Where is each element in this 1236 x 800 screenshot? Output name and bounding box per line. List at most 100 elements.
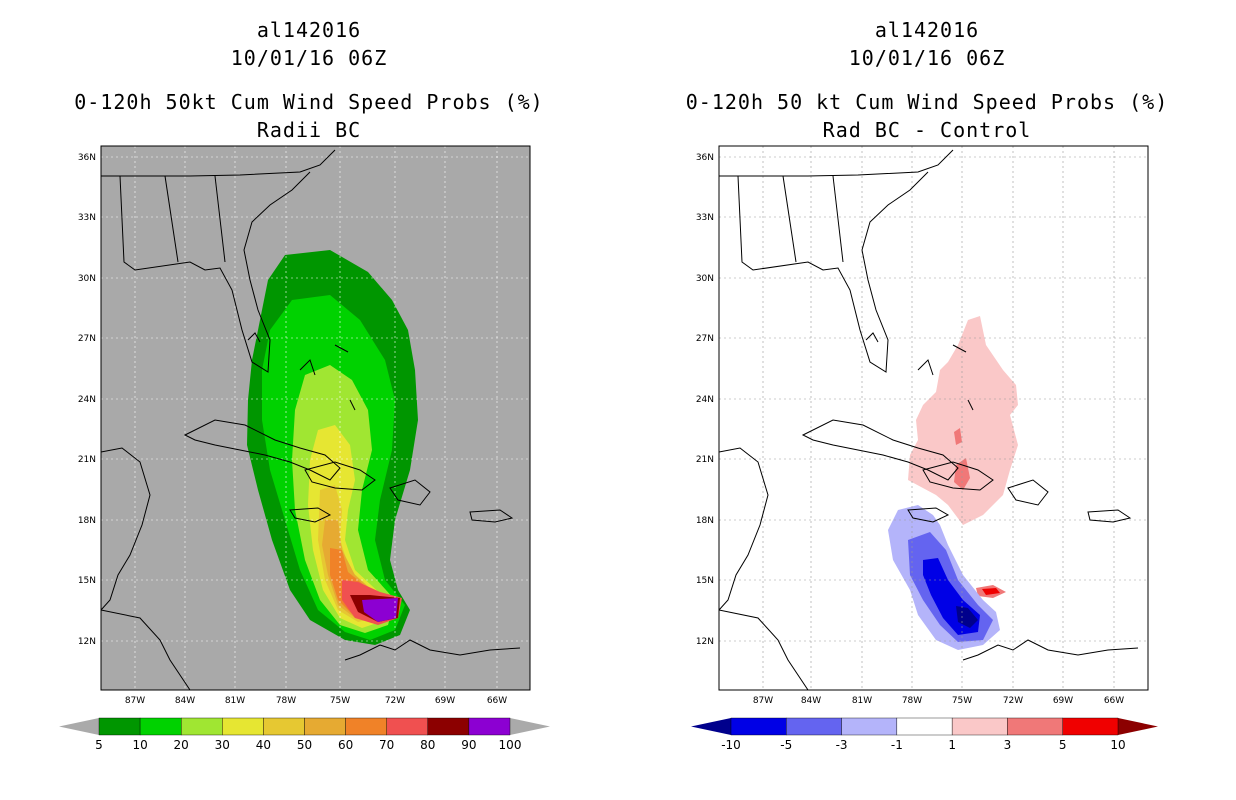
left-lon-labels: 87W 84W 81W 78W 75W 72W 69W 66W bbox=[125, 696, 507, 706]
colorbar-swatch bbox=[263, 717, 305, 736]
lat-label: 21N bbox=[696, 455, 714, 465]
lat-label: 33N bbox=[696, 213, 714, 223]
left-storm-id: al142016 bbox=[256, 18, 362, 42]
prob-90-contour bbox=[362, 598, 398, 622]
right-datetime: 10/01/16 06Z bbox=[848, 46, 1006, 70]
colorbar-swatch bbox=[468, 717, 511, 736]
left-coastlines bbox=[101, 149, 521, 690]
colorbar-label: 90 bbox=[461, 738, 476, 752]
lon-label: 84W bbox=[175, 696, 195, 706]
left-product-title: 0-120h 50kt Cum Wind Speed Probs (%) bbox=[74, 90, 544, 114]
colorbar-label: 3 bbox=[1004, 738, 1012, 752]
colorbar-swatch bbox=[180, 717, 223, 736]
colorbar-label: 80 bbox=[420, 738, 435, 752]
colorbar-swatch bbox=[98, 717, 141, 736]
colorbar-label: 5 bbox=[1059, 738, 1067, 752]
colorbar-label: -5 bbox=[780, 738, 792, 752]
lat-label: 33N bbox=[78, 213, 96, 223]
colorbar-label: 1 bbox=[948, 738, 956, 752]
lat-label: 12N bbox=[78, 637, 96, 647]
right-storm-id: al142016 bbox=[874, 18, 980, 42]
lat-label: 18N bbox=[78, 516, 96, 526]
colorbar-label: -3 bbox=[836, 738, 848, 752]
colorbar-swatch bbox=[730, 717, 787, 736]
colorbar-swatch bbox=[386, 717, 429, 736]
lon-label: 75W bbox=[330, 696, 350, 706]
colorbar-swatch bbox=[1007, 717, 1063, 736]
diff-plus5-region bbox=[982, 588, 1000, 595]
colorbar-swatch bbox=[1062, 717, 1119, 736]
colorbar-under-arrow bbox=[59, 718, 99, 735]
lon-label: 78W bbox=[902, 696, 922, 706]
right-panel: al142016 10/01/16 06Z 0-120h 50 kt Cum W… bbox=[618, 0, 1236, 800]
lat-label: 18N bbox=[696, 516, 714, 526]
left-panel: al142016 10/01/16 06Z 0-120h 50kt Cum Wi… bbox=[59, 18, 550, 752]
lat-label: 30N bbox=[696, 274, 714, 284]
lat-label: 30N bbox=[78, 274, 96, 284]
left-colorbar: 5 10 20 30 40 50 60 70 80 90 100 bbox=[59, 717, 550, 752]
lat-label: 15N bbox=[78, 576, 96, 586]
lon-label: 84W bbox=[801, 696, 821, 706]
colorbar-swatch bbox=[345, 717, 387, 736]
lat-label: 36N bbox=[696, 153, 714, 163]
colorbar-swatch bbox=[786, 717, 842, 736]
lon-label: 66W bbox=[1104, 696, 1124, 706]
colorbar-label: 50 bbox=[297, 738, 312, 752]
colorbar-label: 20 bbox=[174, 738, 189, 752]
right-gridlines bbox=[719, 146, 1148, 690]
lon-label: 81W bbox=[852, 696, 872, 706]
colorbar-over-arrow bbox=[510, 718, 550, 735]
colorbar-label: 5 bbox=[95, 738, 103, 752]
colorbar-label: 70 bbox=[379, 738, 394, 752]
lon-label: 78W bbox=[276, 696, 296, 706]
lat-label: 24N bbox=[696, 395, 714, 405]
lon-label: 72W bbox=[385, 696, 405, 706]
right-map: 36N 33N 30N 27N 24N 21N 18N 15N 12N 87W … bbox=[691, 145, 1158, 752]
colorbar-swatch bbox=[139, 717, 182, 736]
lon-label: 87W bbox=[753, 696, 773, 706]
lon-label: 69W bbox=[435, 696, 455, 706]
colorbar-label: 30 bbox=[215, 738, 230, 752]
colorbar-swatch bbox=[951, 717, 1008, 736]
colorbar-label: 100 bbox=[499, 738, 522, 752]
diff-minus10-region bbox=[956, 606, 978, 628]
diff-plus1-region bbox=[908, 316, 1018, 525]
left-lat-labels: 36N 33N 30N 27N 24N 21N 18N 15N 12N bbox=[78, 153, 96, 647]
lon-label: 72W bbox=[1003, 696, 1023, 706]
right-lat-labels: 36N 33N 30N 27N 24N 21N 18N 15N 12N bbox=[696, 153, 714, 647]
right-subtitle: Rad BC - Control bbox=[822, 118, 1032, 142]
lon-label: 81W bbox=[225, 696, 245, 706]
right-coastlines bbox=[719, 149, 1139, 690]
lat-label: 15N bbox=[696, 576, 714, 586]
lat-label: 21N bbox=[78, 455, 96, 465]
lon-label: 69W bbox=[1053, 696, 1073, 706]
right-colorbar: -10 -5 -3 -1 1 3 5 10 bbox=[691, 717, 1158, 752]
colorbar-label: -1 bbox=[891, 738, 903, 752]
lon-label: 75W bbox=[952, 696, 972, 706]
left-gridlines bbox=[101, 146, 530, 690]
lat-label: 36N bbox=[78, 153, 96, 163]
colorbar-over-arrow bbox=[1118, 718, 1158, 735]
left-map: 36N 33N 30N 27N 24N 21N 18N 15N 12N 87W … bbox=[59, 145, 550, 752]
colorbar-label: 60 bbox=[338, 738, 353, 752]
lon-label: 87W bbox=[125, 696, 145, 706]
diff-plus3-region bbox=[954, 428, 962, 445]
colorbar-label: 40 bbox=[256, 738, 271, 752]
colorbar-label: -10 bbox=[721, 738, 741, 752]
lat-label: 27N bbox=[696, 334, 714, 344]
lat-label: 27N bbox=[78, 334, 96, 344]
lon-label: 66W bbox=[487, 696, 507, 706]
colorbar-label: 10 bbox=[1110, 738, 1125, 752]
colorbar-under-arrow bbox=[691, 718, 731, 735]
colorbar-label: 10 bbox=[132, 738, 147, 752]
colorbar-swatch bbox=[427, 717, 470, 736]
right-product-title: 0-120h 50 kt Cum Wind Speed Probs (%) bbox=[685, 90, 1169, 114]
lat-label: 12N bbox=[696, 637, 714, 647]
colorbar-swatch bbox=[841, 717, 898, 736]
left-datetime: 10/01/16 06Z bbox=[230, 46, 388, 70]
right-lon-labels: 87W 84W 81W 78W 75W 72W 69W 66W bbox=[753, 696, 1124, 706]
colorbar-swatch bbox=[896, 717, 953, 736]
colorbar-swatch bbox=[222, 717, 264, 736]
colorbar-swatch bbox=[304, 717, 346, 736]
left-subtitle: Radii BC bbox=[256, 118, 362, 142]
